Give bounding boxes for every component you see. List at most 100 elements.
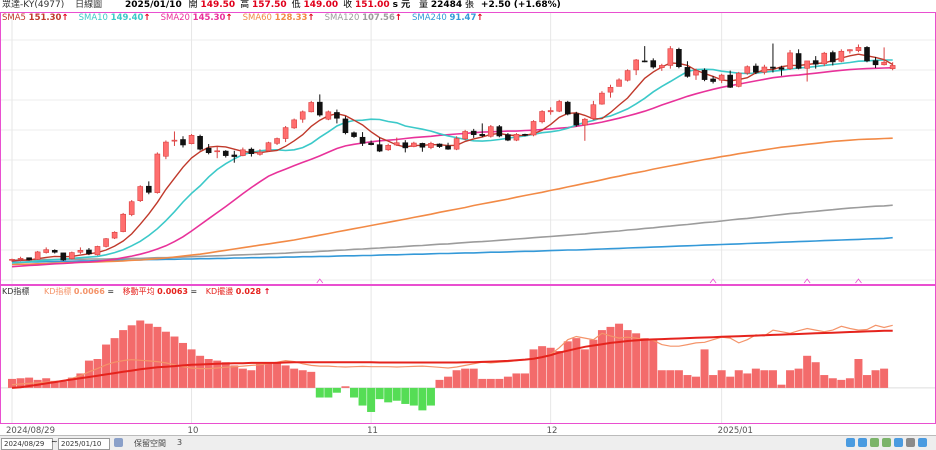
candle-body	[376, 144, 383, 152]
from-date-input[interactable]: 2024/08/29	[1, 438, 53, 450]
candle-body	[402, 142, 409, 149]
header-date: 2025/01/10	[125, 0, 182, 10]
osc-bar	[8, 378, 16, 388]
osc-bar	[803, 355, 812, 388]
candle	[872, 57, 879, 69]
indicator-lines	[11, 324, 893, 389]
osc-bar	[828, 378, 837, 388]
candle-body	[479, 134, 486, 136]
osc-bar	[572, 338, 581, 388]
candle	[479, 123, 486, 138]
osc-bar	[187, 349, 196, 388]
candle-body	[761, 66, 768, 73]
stock-name: 眾達-KY(4977)	[2, 0, 65, 10]
candle-body	[787, 52, 793, 69]
candle	[257, 149, 263, 156]
osc-bar	[290, 368, 299, 388]
candle-body	[462, 131, 468, 140]
ma-legend-value: 128.33	[274, 13, 308, 23]
candle	[641, 46, 648, 63]
apply-range-button[interactable]	[114, 438, 123, 447]
candle-body	[847, 49, 853, 52]
settings-icon[interactable]	[906, 438, 915, 447]
candle	[778, 65, 785, 76]
kd-osc-arrow: ↑	[263, 287, 271, 296]
candle-body	[69, 252, 75, 259]
osc-bar	[751, 368, 760, 388]
osc-bar	[589, 339, 598, 388]
osc-bar	[25, 377, 34, 388]
candle-body	[599, 92, 605, 105]
osc-bar	[221, 362, 230, 388]
candle	[513, 133, 520, 142]
candle	[599, 91, 605, 105]
candle	[154, 152, 161, 194]
ma-legend-label: SMA60	[242, 13, 275, 23]
candle	[325, 110, 332, 121]
candle	[163, 140, 169, 160]
osc-bar	[700, 349, 709, 388]
candle-body	[624, 70, 631, 81]
keep-space-value[interactable]: 3	[177, 438, 183, 447]
candle-body	[530, 121, 537, 136]
scroll-right-icon[interactable]	[882, 438, 891, 447]
candle-body	[821, 52, 828, 65]
candle	[445, 142, 451, 150]
zoom-out-icon[interactable]	[846, 438, 855, 447]
x-tick-label: 10	[188, 426, 199, 435]
osc-bar	[136, 320, 145, 388]
osc-bar	[273, 362, 282, 388]
osc-bar	[820, 375, 829, 388]
candle	[376, 137, 383, 153]
ma-line-sma60	[11, 137, 893, 266]
candle-body	[214, 150, 220, 153]
osc-bar	[16, 378, 25, 388]
candle	[838, 49, 845, 63]
kd-avg-label: 移動平均	[122, 287, 155, 296]
osc-bar	[50, 380, 59, 388]
candle	[137, 185, 144, 202]
osc-bar	[298, 370, 307, 388]
candle-body	[368, 142, 374, 145]
candle	[658, 63, 665, 71]
candle-body	[872, 60, 879, 66]
candle-body	[753, 65, 759, 73]
osc-bar	[649, 339, 658, 388]
ma-line-sma240	[12, 236, 893, 264]
osc-bar	[401, 387, 410, 404]
low-label: 低	[291, 0, 301, 10]
stock-chart[interactable]: 2024/08/29 10 11 12 2025/01	[0, 0, 936, 435]
osc-bar	[358, 387, 367, 406]
candle-body	[291, 119, 297, 129]
print-icon[interactable]	[918, 438, 927, 447]
candle-body	[795, 53, 802, 69]
candle	[590, 100, 597, 121]
scroll-left-icon[interactable]	[870, 438, 879, 447]
candle-body	[718, 74, 725, 81]
candle-body	[154, 153, 161, 193]
to-date-input[interactable]: 2025/01/10	[58, 438, 110, 450]
osc-bar	[315, 387, 324, 398]
candle	[829, 50, 836, 66]
candle	[684, 61, 691, 78]
ma-legend-label: SMA120	[324, 13, 363, 23]
candle	[342, 116, 349, 135]
candle	[103, 238, 109, 248]
candle-body	[582, 118, 588, 126]
zoom-in-icon[interactable]	[858, 438, 867, 447]
low-value: 149.00	[303, 0, 339, 10]
fit-icon[interactable]	[894, 438, 903, 447]
osc-bar	[67, 377, 76, 388]
osc-bar	[615, 323, 624, 388]
candle	[43, 247, 50, 254]
candle	[744, 65, 751, 75]
candle	[265, 141, 272, 152]
kd-osc-label: KD擺盪	[205, 287, 234, 296]
candle-body	[676, 49, 682, 68]
ma-legend-arrow: ↑	[61, 13, 69, 23]
candle-body	[197, 135, 203, 150]
candle	[146, 181, 152, 195]
candle-body	[325, 111, 332, 120]
candle	[222, 150, 229, 158]
x-axis: 2024/08/29 10 11 12 2025/01	[6, 426, 753, 435]
